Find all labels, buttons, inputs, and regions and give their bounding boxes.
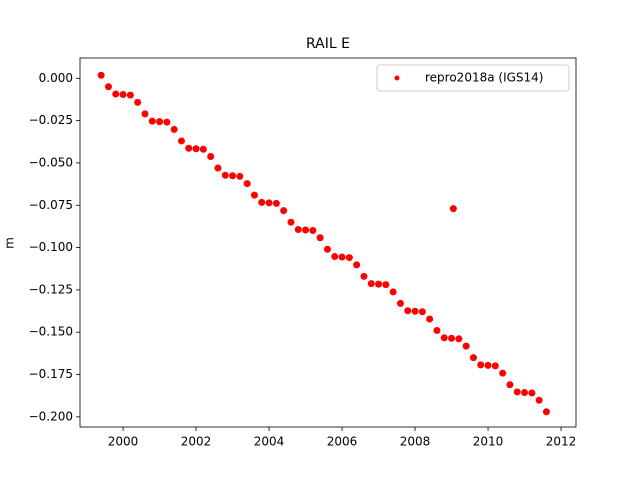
y-tick-label: −0.100 — [29, 240, 73, 254]
point — [449, 205, 457, 213]
y-tick-label: −0.025 — [29, 113, 73, 127]
x-tick-label: 2006 — [327, 435, 358, 449]
point — [112, 90, 120, 98]
chart-title: RAIL E — [306, 36, 350, 52]
point — [375, 280, 383, 288]
point — [214, 164, 222, 172]
x-tick-label: 2008 — [400, 435, 431, 449]
y-tick-label: −0.150 — [29, 325, 73, 339]
point — [484, 361, 492, 369]
point — [156, 118, 164, 126]
point — [163, 118, 171, 126]
y-tick-label: 0.000 — [39, 71, 73, 85]
point — [265, 199, 273, 207]
y-tick-label: −0.125 — [29, 282, 73, 296]
y-tick-label: −0.050 — [29, 155, 73, 169]
point — [302, 226, 310, 234]
point — [97, 71, 105, 79]
point — [353, 261, 361, 269]
point — [287, 218, 295, 226]
point — [185, 144, 193, 152]
point — [462, 342, 470, 350]
point — [506, 381, 514, 389]
point — [250, 191, 258, 199]
point — [309, 226, 317, 234]
point — [177, 137, 185, 145]
point — [119, 91, 127, 99]
point — [104, 83, 112, 91]
point — [455, 335, 463, 343]
point — [535, 396, 543, 404]
point — [316, 234, 324, 242]
point — [192, 145, 200, 153]
point — [396, 299, 404, 307]
point — [382, 281, 390, 289]
point — [367, 280, 375, 288]
point — [141, 110, 149, 118]
point — [426, 315, 434, 323]
point — [477, 361, 485, 369]
legend-label: repro2018a (IGS14) — [425, 71, 543, 85]
y-tick-label: −0.175 — [29, 367, 73, 381]
point — [243, 180, 251, 188]
point — [448, 334, 456, 342]
point — [148, 117, 156, 125]
plot-frame — [79, 57, 577, 428]
x-tick-label: 2010 — [473, 435, 504, 449]
point — [411, 307, 419, 315]
point — [433, 327, 441, 335]
point — [126, 91, 134, 99]
legend-box — [376, 64, 570, 92]
point — [389, 288, 397, 296]
point — [469, 354, 477, 362]
point — [521, 388, 529, 396]
point — [404, 307, 412, 315]
y-tick-label: −0.075 — [29, 198, 73, 212]
x-tick-label: 2012 — [546, 435, 577, 449]
point — [528, 389, 536, 397]
point — [440, 334, 448, 342]
point — [491, 362, 499, 370]
x-tick-label: 2000 — [108, 435, 139, 449]
point — [258, 198, 266, 206]
point — [418, 308, 426, 316]
point — [323, 245, 331, 253]
y-axis-label: m — [3, 237, 17, 249]
point — [345, 254, 353, 262]
point — [236, 172, 244, 180]
x-tick-label: 2004 — [254, 435, 285, 449]
point — [499, 369, 507, 377]
x-tick-label: 2002 — [181, 435, 212, 449]
point — [294, 225, 302, 233]
point — [338, 253, 346, 261]
point — [207, 153, 215, 161]
point — [134, 98, 142, 106]
point — [280, 207, 288, 215]
point — [170, 125, 178, 133]
point — [199, 145, 207, 153]
point — [513, 388, 521, 396]
point — [272, 199, 280, 207]
point — [221, 171, 229, 179]
point — [229, 172, 237, 180]
point — [331, 253, 339, 261]
y-tick-label: −0.200 — [29, 409, 73, 423]
point — [542, 408, 550, 416]
legend-marker — [394, 75, 400, 81]
point — [360, 272, 368, 280]
